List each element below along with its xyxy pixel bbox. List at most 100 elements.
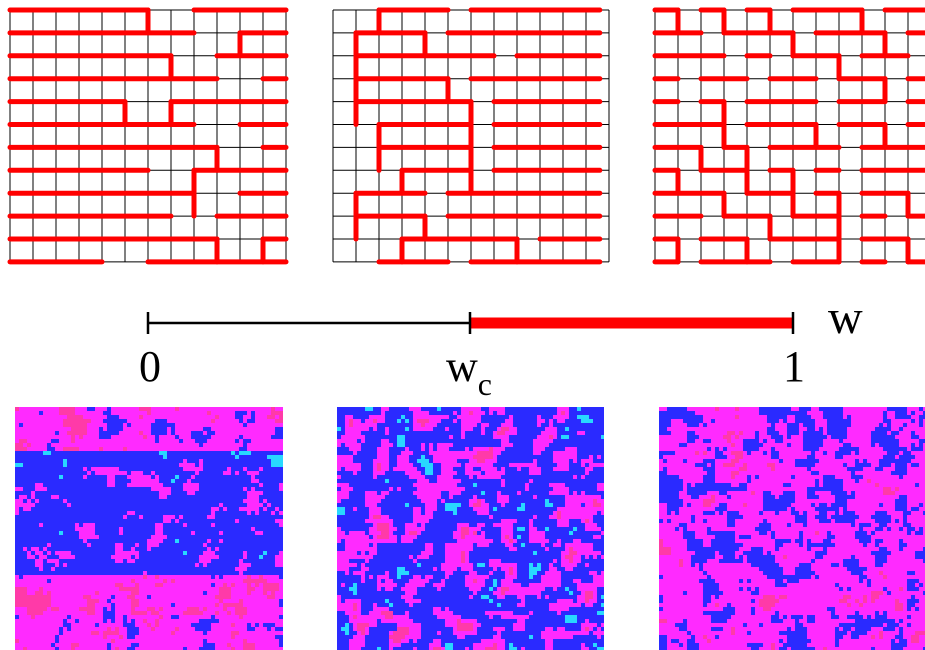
- map-cell: [227, 543, 231, 547]
- map-cell: [569, 431, 573, 435]
- map-cell: [107, 455, 111, 459]
- map-cell: [215, 531, 219, 535]
- map-cell: [183, 563, 187, 567]
- map-cell: [207, 571, 211, 575]
- map-cell: [35, 647, 39, 650]
- map-cell: [95, 579, 99, 583]
- map-cell: [267, 419, 271, 423]
- map-cell: [95, 523, 99, 527]
- map-cell: [461, 419, 465, 423]
- map-cell: [517, 415, 521, 419]
- map-cell: [239, 579, 243, 583]
- map-cell: [103, 435, 107, 439]
- map-cell: [111, 635, 115, 639]
- map-cell: [55, 615, 59, 619]
- map-cell: [279, 567, 283, 571]
- map-cell: [151, 571, 155, 575]
- map-cell: [151, 599, 155, 603]
- map-cell: [263, 427, 267, 431]
- map-cell: [489, 431, 493, 435]
- map-cell: [15, 631, 19, 635]
- map-cell: [509, 427, 513, 431]
- map-cell: [469, 419, 473, 423]
- map-cell: [203, 531, 207, 535]
- map-cell: [111, 543, 115, 547]
- map-cell: [263, 435, 267, 439]
- map-cell: [59, 531, 63, 535]
- map-cell: [163, 559, 167, 563]
- map-cell: [147, 647, 151, 650]
- map-cell: [397, 431, 401, 435]
- map-cell: [151, 415, 155, 419]
- map-cell: [119, 463, 123, 467]
- map-cell: [239, 583, 243, 587]
- map-cell: [445, 427, 449, 431]
- map-cell: [35, 579, 39, 583]
- map-cell: [433, 435, 437, 439]
- map-cell: [151, 507, 155, 511]
- map-cell: [381, 423, 385, 427]
- map-cell: [541, 431, 545, 435]
- map-cell: [187, 587, 191, 591]
- map-cell: [143, 515, 147, 519]
- map-cell: [139, 471, 143, 475]
- map-cell: [263, 627, 267, 631]
- map-cell: [239, 471, 243, 475]
- map-cell: [147, 527, 151, 531]
- map-cell: [199, 447, 203, 451]
- map-cell: [279, 627, 283, 631]
- map-cell: [43, 463, 47, 467]
- map-cell: [219, 571, 223, 575]
- map-cell: [119, 547, 123, 551]
- map-cell: [95, 627, 99, 631]
- map-cell: [171, 519, 175, 523]
- map-cell: [127, 599, 131, 603]
- map-cell: [71, 627, 75, 631]
- map-cell: [259, 583, 263, 587]
- map-cell: [47, 563, 51, 567]
- map-cell: [203, 511, 207, 515]
- map-cell: [441, 423, 445, 427]
- map-cell: [267, 575, 271, 579]
- map-cell: [91, 643, 95, 647]
- map-cell: [247, 419, 251, 423]
- map-cell: [187, 439, 191, 443]
- map-cell: [115, 579, 119, 583]
- map-cell: [127, 431, 131, 435]
- map-cell: [67, 587, 71, 591]
- map-cell: [397, 427, 401, 431]
- map-cell: [267, 591, 271, 595]
- map-cell: [131, 527, 135, 531]
- map-cell: [505, 435, 509, 439]
- map-cell: [103, 511, 107, 515]
- map-cell: [31, 583, 35, 587]
- map-cell: [231, 551, 235, 555]
- map-cell: [39, 583, 43, 587]
- map-cell: [223, 451, 227, 455]
- map-cell: [279, 483, 283, 487]
- map-cell: [43, 487, 47, 491]
- map-cell: [15, 455, 19, 459]
- map-cell: [107, 499, 111, 503]
- map-cell: [553, 435, 557, 439]
- map-cell: [179, 603, 183, 607]
- map-cell: [179, 583, 183, 587]
- map-cell: [19, 603, 23, 607]
- map-cell: [107, 623, 111, 627]
- map-cell: [207, 435, 211, 439]
- map-cell: [131, 523, 135, 527]
- map-cell: [23, 499, 27, 503]
- map-cell: [187, 603, 191, 607]
- map-cell: [267, 523, 271, 527]
- map-cell: [43, 603, 47, 607]
- map-cell: [223, 459, 227, 463]
- map-cell: [155, 487, 159, 491]
- axis-label-critical-sub: c: [478, 366, 492, 402]
- map-cell: [139, 583, 143, 587]
- map-cell: [195, 471, 199, 475]
- map-cell: [445, 411, 449, 415]
- map-cell: [183, 471, 187, 475]
- map-cell: [63, 571, 67, 575]
- map-cell: [151, 451, 155, 455]
- map-cell: [597, 411, 601, 415]
